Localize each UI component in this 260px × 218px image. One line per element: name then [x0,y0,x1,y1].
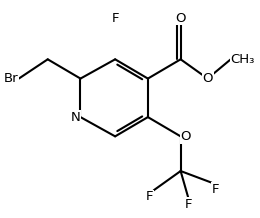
Text: O: O [202,72,213,85]
Text: F: F [111,12,119,25]
Text: F: F [146,190,154,203]
Text: F: F [185,198,192,211]
Text: O: O [176,12,186,25]
Text: O: O [181,130,191,143]
Text: N: N [71,111,80,124]
Text: Br: Br [4,72,19,85]
Text: CH₃: CH₃ [231,53,255,66]
Text: F: F [211,183,219,196]
